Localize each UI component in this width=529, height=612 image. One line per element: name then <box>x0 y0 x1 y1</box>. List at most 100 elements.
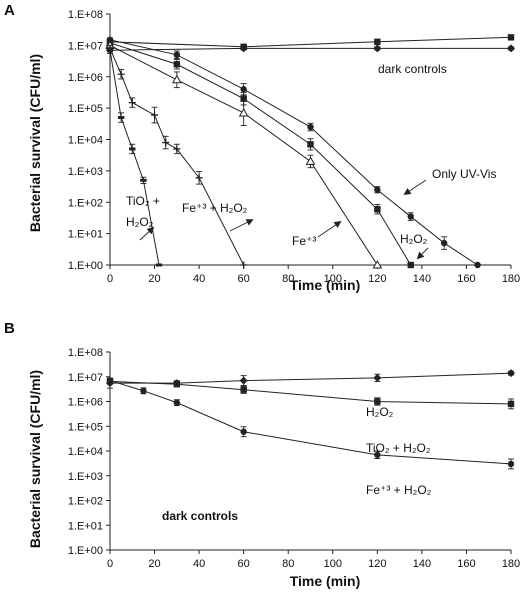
panel-a-series-5-point <box>238 107 249 117</box>
panel-b-series-3-point <box>374 451 381 459</box>
panel-a-series-1-point <box>507 34 515 41</box>
annotation-h2o2-b: H₂O₂ <box>366 405 394 419</box>
panel-b-y-tick-label: 1.E+07 <box>68 372 103 384</box>
panel-a-x-tick-label: 140 <box>413 273 431 285</box>
panel-b-x-tick-label: 100 <box>324 558 342 570</box>
panel-a-series-6 <box>106 44 248 269</box>
panel-a-x-tick-label: 80 <box>282 273 294 285</box>
panel-b-series-3-point <box>240 428 247 435</box>
panel-a-x-tick-label: 60 <box>238 273 250 285</box>
panel-a-y-tick-label: 1.E+03 <box>68 166 103 178</box>
panel-a-series-6-point <box>117 70 125 78</box>
panel-a-series-3-point <box>240 86 247 93</box>
panel-b-series-1-line <box>110 372 512 384</box>
annotation-tio2-h2o2-line2: H₂O₂ <box>126 215 154 229</box>
panel-a-series-7-point <box>106 48 114 52</box>
panel-b-chart: 1.E+00 1.E+01 1.E+02 1.E+03 1.E+04 1.E+05 1.E+… <box>68 347 520 570</box>
panel-b-y-tick-label: 1.E+02 <box>68 496 103 508</box>
panel-b-series-3-line <box>109 380 512 465</box>
panel-a-series-7-line <box>109 50 160 266</box>
panel-b-series-3 <box>106 377 515 470</box>
panel-a-series-2-point <box>373 44 382 53</box>
arrow-only-uv-vis <box>403 179 427 195</box>
panel-a-series-4-point <box>374 206 381 213</box>
panel-a-y-tick-label: 1.E+06 <box>68 72 103 84</box>
panel-b-x-tick-label: 0 <box>107 558 113 570</box>
panel-b-series-1 <box>106 369 515 389</box>
panel-a-series-1-point <box>374 38 381 46</box>
panel-a-series-2-point <box>239 44 248 53</box>
panel-a-y-tick-label: 1.E+01 <box>68 229 103 241</box>
annotation-fe-h2o2-b: Fe⁺³ + H₂O₂ <box>366 483 432 497</box>
panel-b-series-2-point <box>173 381 181 388</box>
panel-b-x-tick-label: 40 <box>193 558 205 570</box>
panel-a-series-5-point <box>305 156 316 165</box>
panel-b-y-tick-label: 1.E+00 <box>68 545 103 557</box>
panel-b-x-axis-title: Time (min) <box>290 573 361 589</box>
panel-b-letter: B <box>4 320 15 337</box>
panel-a-y-tick-label: 1.E+02 <box>68 197 103 209</box>
panel-b-series-1-point <box>239 376 248 385</box>
panel-a-series-3-point <box>307 123 314 131</box>
annotation-fe-h2o2-a: Fe⁺³ + H₂O₂ <box>182 201 248 215</box>
panel-a-x-tick-label: 120 <box>368 273 386 285</box>
arrow-fe <box>317 220 342 238</box>
panel-a-series-4-line <box>109 42 412 266</box>
panel-a-series-7-point <box>129 147 136 151</box>
panel-a-series-3 <box>106 36 481 269</box>
panel-a-series-4-point <box>407 261 414 269</box>
panel-a-series-7 <box>106 46 163 267</box>
panel-a-y-axis-title: Bacterial survival (CFU/ml) <box>27 54 43 232</box>
panel-b-series-1-point <box>373 373 382 382</box>
panel-b-series-3-point <box>106 377 114 384</box>
panel-a-series-1 <box>106 34 515 51</box>
panel-a-series-6-point <box>173 145 181 153</box>
panel-b-series-3-point <box>507 460 515 468</box>
annotation-fe-a: Fe⁺³ <box>292 234 316 248</box>
panel-b-y-tick-label: 1.E+04 <box>68 446 103 458</box>
annotation-dark-controls-b: dark controls <box>162 509 238 523</box>
arrow-fe-h2o2 <box>229 219 254 232</box>
panel-a-series-5-point <box>372 259 383 269</box>
panel-b-y-tick-label: 1.E+03 <box>68 471 103 483</box>
panel-a-series-3-point <box>374 186 381 193</box>
panel-b-y-tick-label: 1.E+06 <box>68 397 103 409</box>
panel-a-y-tick-label: 1.E+00 <box>68 260 103 272</box>
panel-b-series-3-point <box>173 399 181 406</box>
annotation-h2o2-a: H₂O₂ <box>400 232 428 246</box>
arrow-tio2-h2o2 <box>139 226 155 241</box>
panel-a-series-4-point <box>240 95 247 102</box>
panel-a-x-tick-label: 160 <box>457 273 475 285</box>
panel-a-x-axis-title: Time (min) <box>290 277 361 293</box>
panel-b-series-3-point <box>140 387 147 395</box>
panel-a-series-7-point <box>140 178 147 182</box>
panel-a-x-tick-label: 0 <box>107 273 113 285</box>
panel-a-series-4-point <box>173 61 181 68</box>
panel-b-y-tick-label: 1.E+01 <box>68 520 103 532</box>
panel-a-y-tick-label: 1.E+05 <box>68 103 103 115</box>
panel-a-series-4-point <box>307 141 314 148</box>
panel-b-x-tick-label: 20 <box>148 558 160 570</box>
annotation-only-uv-vis: Only UV-Vis <box>432 167 496 181</box>
annotation-tio2-h2o2-b: TiO₂ + H₂O₂ <box>366 441 431 455</box>
panel-b-series-2-point <box>240 386 247 393</box>
panel-a-x-tick-label: 20 <box>148 273 160 285</box>
panel-a-series-3-point <box>440 239 448 247</box>
panel-a-chart: 1.E+00 1.E+01 1.E+02 1.E+03 1.E+04 1.E+05 1.E+… <box>68 9 520 285</box>
panel-b-x-tick-label: 140 <box>413 558 431 570</box>
panel-b-x-tick-label: 180 <box>502 558 520 570</box>
panel-a-series-1-line <box>109 36 512 48</box>
panel-a-series-6-point <box>128 99 136 107</box>
panel-b-y-tick-label: 1.E+08 <box>68 347 103 359</box>
panel-b-series-2-point <box>374 398 381 405</box>
panel-b-series-1-point <box>507 369 515 378</box>
panel-a-series-6-point <box>195 174 203 182</box>
panel-b-series-2-point <box>507 400 515 408</box>
arrow-h2o2 <box>416 247 429 260</box>
annotation-arrows <box>139 179 429 260</box>
panel-a-series-6-point <box>151 111 159 119</box>
panel-a-letter: A <box>4 2 15 19</box>
panel-a-x-tick-label: 100 <box>324 273 342 285</box>
panel-a-series-5-line <box>109 44 378 266</box>
